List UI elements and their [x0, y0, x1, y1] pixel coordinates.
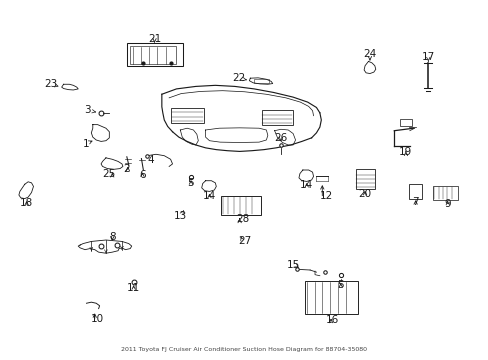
Text: 7: 7 [411, 197, 418, 207]
Text: 18: 18 [20, 198, 33, 208]
Text: 28: 28 [235, 214, 249, 224]
Text: 16: 16 [325, 315, 338, 325]
Bar [254, 79, 268, 83]
Bar [221, 197, 261, 215]
Text: 23: 23 [44, 78, 58, 89]
Text: 24: 24 [363, 49, 376, 59]
Text: 8: 8 [109, 232, 115, 242]
Text: 19: 19 [399, 147, 412, 157]
Text: 21: 21 [148, 34, 161, 44]
Text: 17: 17 [421, 52, 434, 62]
Bar [126, 43, 183, 66]
Text: 9: 9 [444, 199, 450, 209]
Bar [356, 169, 374, 189]
Bar [399, 119, 411, 126]
Text: 2011 Toyota FJ Cruiser Air Conditioner Suction Hose Diagram for 88704-35080: 2011 Toyota FJ Cruiser Air Conditioner S… [121, 347, 367, 352]
Bar [261, 111, 292, 125]
Text: 13: 13 [173, 211, 186, 221]
Text: 14: 14 [300, 180, 313, 190]
Bar [130, 46, 176, 64]
Text: 15: 15 [286, 260, 299, 270]
Text: 20: 20 [358, 189, 371, 199]
Bar [432, 186, 458, 200]
Text: 22: 22 [232, 73, 245, 83]
Text: 4: 4 [147, 155, 154, 165]
Text: 26: 26 [274, 133, 287, 143]
Text: 11: 11 [127, 283, 140, 293]
Text: 27: 27 [237, 237, 251, 247]
Text: 6: 6 [139, 170, 145, 180]
Text: 2: 2 [123, 164, 130, 174]
Bar [305, 281, 357, 314]
Text: 14: 14 [203, 191, 216, 201]
Bar [408, 184, 422, 199]
Text: 25: 25 [102, 168, 116, 179]
Bar [170, 108, 203, 123]
Text: 5: 5 [337, 280, 344, 291]
Text: 5: 5 [186, 178, 193, 188]
Text: 12: 12 [319, 191, 332, 201]
Text: 1: 1 [83, 139, 90, 149]
Text: 3: 3 [84, 105, 91, 115]
Text: 10: 10 [91, 314, 104, 324]
